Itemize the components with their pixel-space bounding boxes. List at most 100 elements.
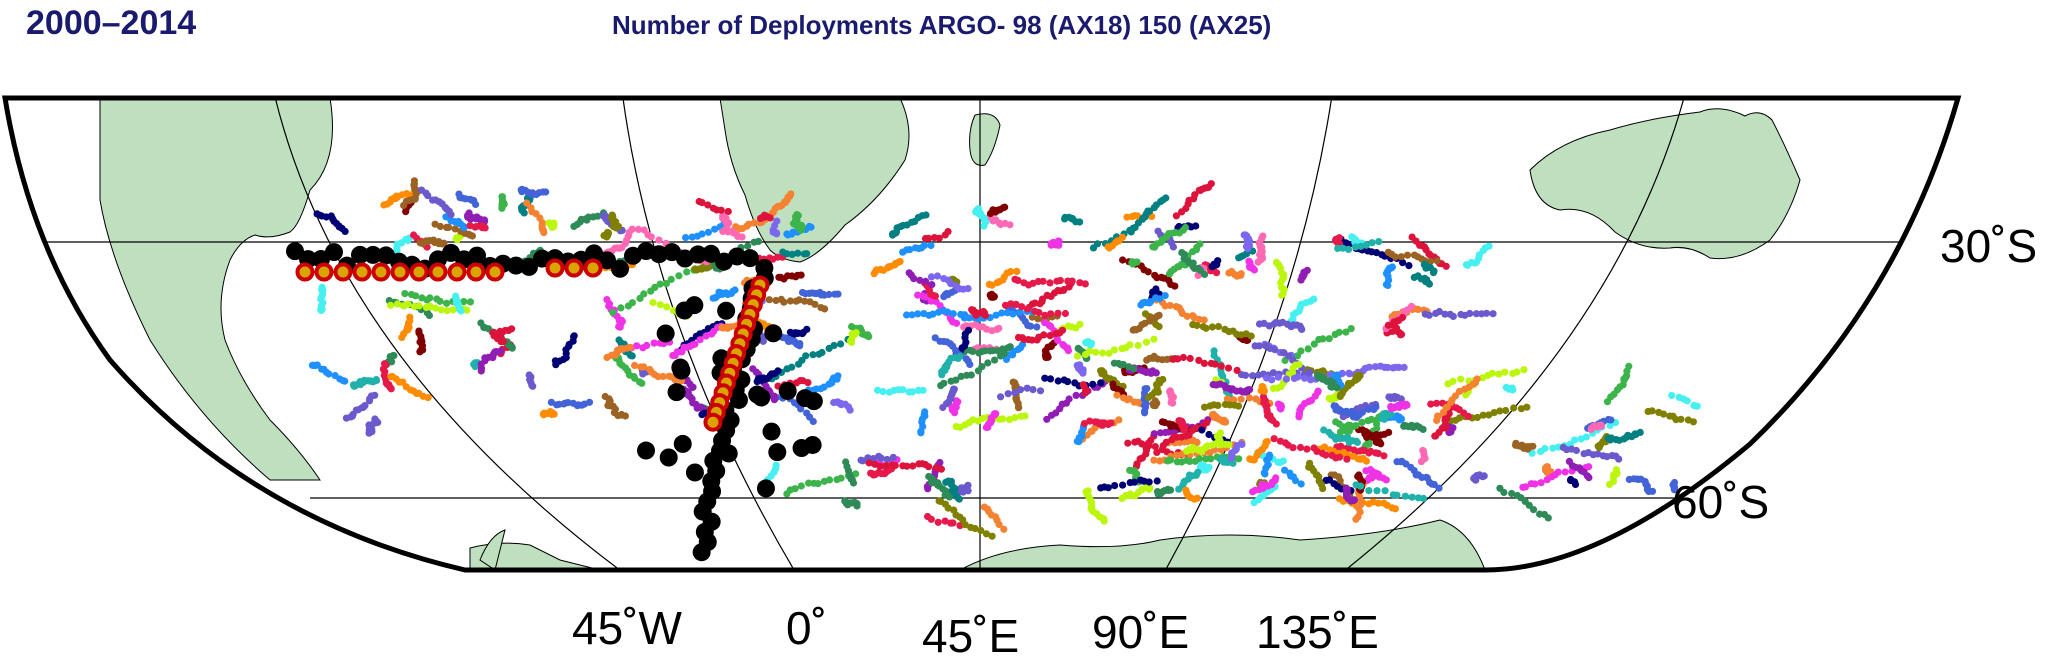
map-title: Number of Deployments ARGO- 98 (AX18) 15… xyxy=(612,10,1272,40)
float-track-point xyxy=(667,275,675,283)
float-track-point xyxy=(794,249,802,257)
float-track-point xyxy=(1473,375,1481,383)
float-track-point xyxy=(1408,493,1416,501)
float-track-point xyxy=(1161,292,1169,300)
lon-label-0: 0˚ xyxy=(786,602,827,654)
float-track-point xyxy=(682,234,690,242)
float-track-point xyxy=(1277,405,1285,413)
float-track-point xyxy=(1265,451,1274,459)
float-track-point xyxy=(647,233,655,241)
float-track-point xyxy=(1042,353,1050,362)
float-track-point xyxy=(656,280,664,288)
argo-deployment-marker xyxy=(583,258,603,278)
float-track-point xyxy=(683,268,691,276)
float-track-point xyxy=(722,225,730,233)
float-track-point xyxy=(626,343,634,351)
float-track-point xyxy=(1325,335,1333,343)
float-track-point xyxy=(1068,277,1076,285)
float-track-point xyxy=(1193,321,1201,330)
float-track-point xyxy=(1196,240,1204,248)
float-track-point xyxy=(917,429,925,437)
float-track-point xyxy=(640,226,648,234)
float-track-point xyxy=(643,341,651,350)
meridian-90e xyxy=(1159,98,1336,570)
float-track-point xyxy=(1237,395,1245,403)
float-track-point xyxy=(698,411,706,419)
float-track-point xyxy=(1225,441,1233,449)
float-track-point xyxy=(1179,353,1187,362)
float-track-point xyxy=(940,379,948,387)
xbt-station-marker xyxy=(796,389,815,408)
xbt-station-marker xyxy=(692,543,711,562)
float-track-point xyxy=(633,342,641,350)
argo-deployment-marker xyxy=(447,262,467,282)
lat-label-60s: 60˚S xyxy=(1672,476,1769,528)
float-track-point xyxy=(1502,406,1510,415)
float-track-point xyxy=(1501,368,1509,376)
float-track-point xyxy=(655,236,663,244)
float-track-point xyxy=(919,386,927,394)
float-track-point xyxy=(849,479,858,487)
argo-deployment-marker xyxy=(428,262,448,282)
xbt-station-marker xyxy=(778,381,797,400)
float-track-point xyxy=(1297,480,1305,488)
float-track-point xyxy=(702,332,710,340)
xbt-station-marker xyxy=(637,441,656,460)
float-track-point xyxy=(1217,362,1225,370)
float-track-point xyxy=(1074,344,1082,352)
float-track-point xyxy=(1431,432,1439,440)
float-track-point xyxy=(1425,311,1433,319)
float-track-point xyxy=(1271,346,1279,354)
float-track-point xyxy=(1178,249,1186,257)
lon-label-45e: 45˚E xyxy=(922,610,1019,658)
float-track-point xyxy=(663,303,671,311)
float-track-point xyxy=(436,222,444,231)
float-track-point xyxy=(960,311,969,319)
float-track-point xyxy=(1362,467,1370,475)
float-track-point xyxy=(1561,468,1569,476)
float-track-point xyxy=(1659,410,1668,418)
float-track-point xyxy=(443,307,451,315)
float-track-point xyxy=(1523,403,1531,411)
float-track-point xyxy=(1488,369,1496,377)
float-track-point xyxy=(1006,343,1014,351)
float-track-point xyxy=(1205,463,1213,471)
float-track-point xyxy=(656,301,664,309)
xbt-station-marker xyxy=(717,301,736,320)
float-track-point xyxy=(995,324,1003,332)
float-track-point xyxy=(1129,326,1137,334)
float-track-point xyxy=(955,495,963,503)
float-track-point xyxy=(1241,371,1250,379)
float-track-point xyxy=(481,224,489,232)
float-track-point xyxy=(1289,444,1297,452)
float-track-point xyxy=(787,190,795,198)
float-track-point xyxy=(1270,435,1278,443)
float-track-point xyxy=(899,386,907,394)
float-track-point xyxy=(1000,525,1008,533)
float-track-point xyxy=(548,223,556,231)
float-track-point xyxy=(1332,418,1340,426)
float-track-point xyxy=(1194,468,1202,476)
float-track-point xyxy=(1668,391,1676,400)
float-track-point xyxy=(920,241,929,249)
float-track-point xyxy=(1353,438,1361,446)
float-track-point xyxy=(466,298,474,306)
float-track-point xyxy=(1314,371,1322,379)
float-track-point xyxy=(909,462,917,470)
float-track-point xyxy=(443,299,451,307)
float-track-point xyxy=(341,377,349,385)
float-track-point xyxy=(1272,420,1280,428)
float-track-point xyxy=(922,211,930,219)
float-track-point xyxy=(780,298,788,306)
float-track-point xyxy=(508,344,516,352)
float-track-point xyxy=(814,480,822,488)
float-track-point xyxy=(1372,403,1380,411)
float-track-point xyxy=(1296,443,1305,452)
float-track-point xyxy=(1449,312,1457,320)
float-track-point xyxy=(788,250,796,258)
float-track-point xyxy=(837,340,845,348)
float-track-point xyxy=(1391,505,1399,513)
float-track-point xyxy=(424,192,432,200)
float-track-point xyxy=(1677,415,1685,423)
float-track-point xyxy=(1141,409,1149,417)
